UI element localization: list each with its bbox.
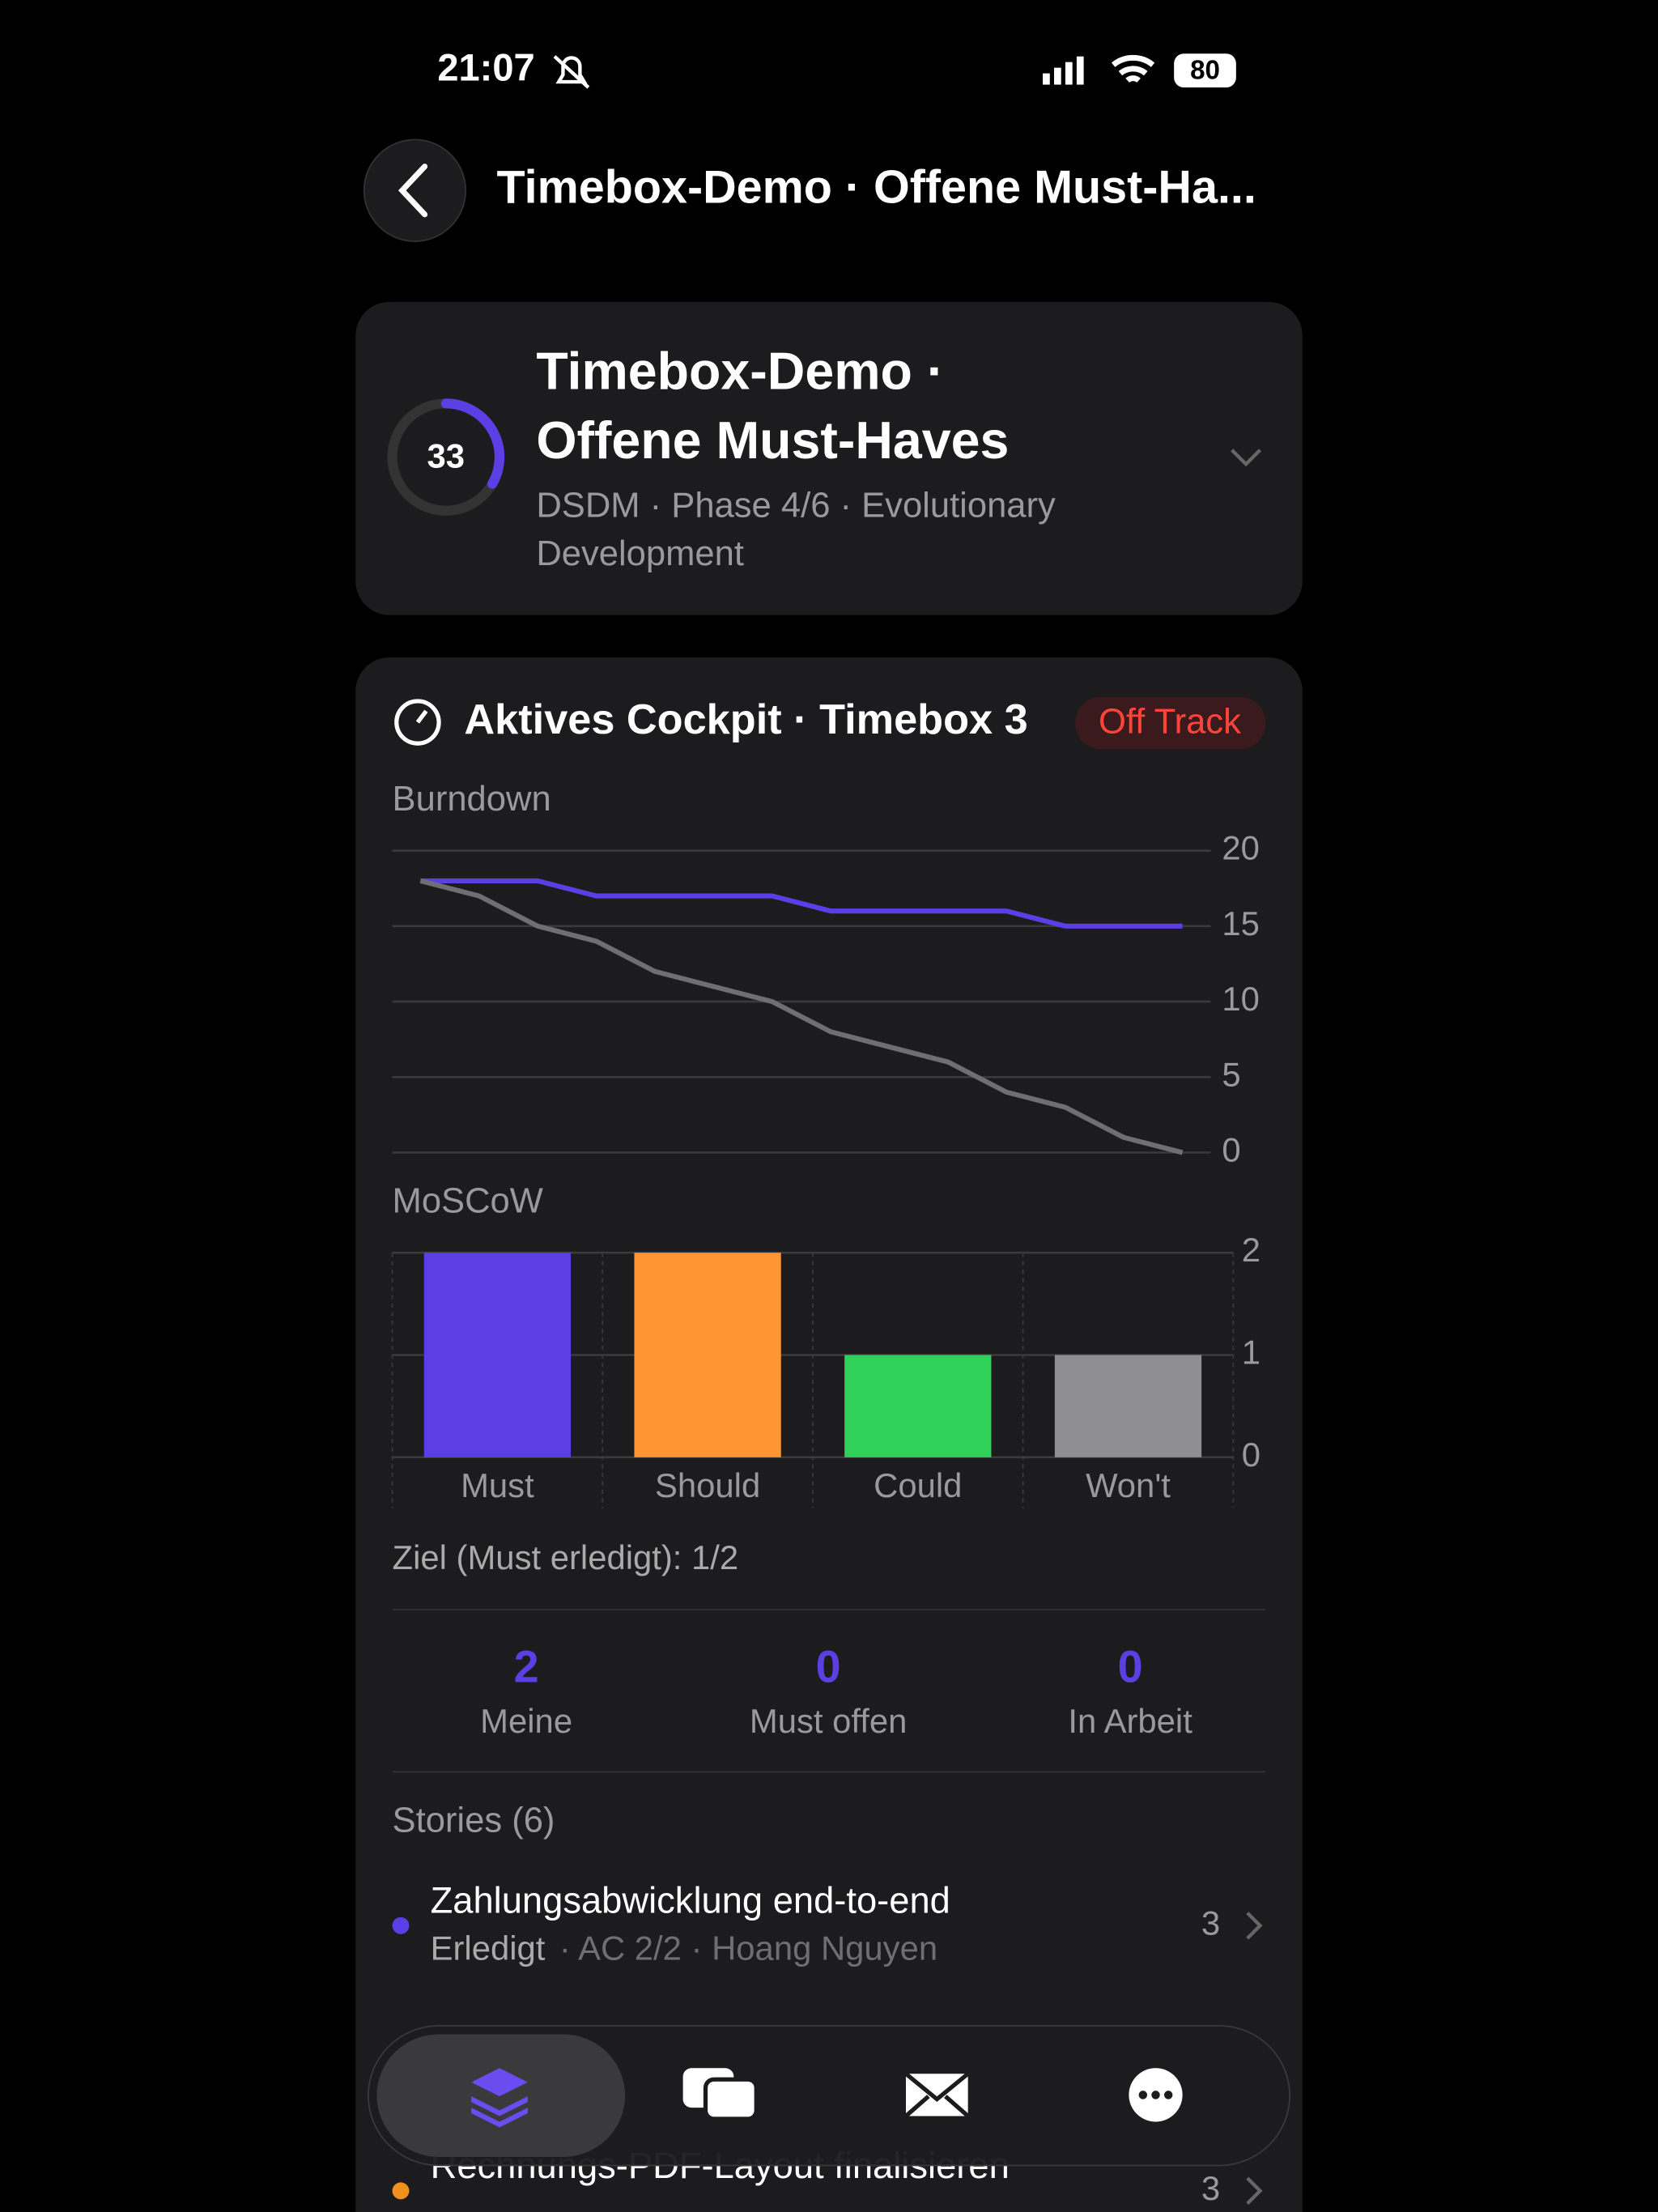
story-meta: · AC 2/2 · Hoang Nguyen bbox=[559, 1929, 937, 1967]
time: 21:07 bbox=[437, 46, 534, 89]
status-badge bbox=[1075, 696, 1266, 750]
story-title: Zahlungsabwicklung end-to-end bbox=[431, 1879, 950, 1921]
stat-label: In Arbeit bbox=[1068, 1702, 1192, 1740]
y-tick-label: 1 bbox=[1242, 1334, 1261, 1372]
project-title: Offene Must-Haves bbox=[536, 411, 1009, 470]
back-icon bbox=[397, 164, 428, 218]
bar bbox=[423, 1253, 572, 1457]
gauge-needle bbox=[415, 709, 428, 724]
chart-title: Burndown bbox=[393, 780, 551, 819]
x-tick-label: Must bbox=[461, 1466, 534, 1504]
story-chevron bbox=[1246, 1912, 1263, 1940]
chart-title: MoSCoW bbox=[393, 1182, 543, 1221]
stat-value: 0 bbox=[816, 1642, 841, 1692]
stats: 2 Meine 0 Must offen 0 In Arbeit bbox=[480, 1642, 1192, 1741]
mute-icon bbox=[553, 55, 590, 89]
tab-chat-icon[interactable] bbox=[682, 2068, 759, 2121]
y-tick-label: 10 bbox=[1222, 980, 1260, 1018]
header-title: Timebox-Demo · Offene Must-Ha... bbox=[497, 161, 1256, 213]
story-points: 3 bbox=[1201, 1904, 1220, 1942]
stat-label: Meine bbox=[480, 1702, 572, 1740]
line-series bbox=[420, 878, 1183, 929]
stat-value: 0 bbox=[1118, 1642, 1143, 1692]
x-tick-label: Could bbox=[874, 1466, 962, 1504]
y-tick-label: 2 bbox=[1242, 1231, 1261, 1269]
wifi-icon bbox=[1111, 54, 1155, 83]
line-series bbox=[419, 878, 1184, 1155]
signal-icon bbox=[1043, 56, 1084, 85]
cockpit-card bbox=[355, 657, 1303, 2212]
bar bbox=[634, 1253, 781, 1457]
y-tick-label: 15 bbox=[1222, 904, 1260, 942]
project-title: Timebox-Demo · bbox=[536, 342, 944, 401]
score: 33 bbox=[427, 436, 466, 474]
x-tick-label: Won't bbox=[1086, 1466, 1171, 1504]
story-dot bbox=[392, 2182, 410, 2200]
y-tick-label: 20 bbox=[1222, 829, 1260, 867]
y-tick-label: 0 bbox=[1242, 1436, 1261, 1474]
goal: Ziel (Must erledigt): 1/2 bbox=[393, 1538, 739, 1576]
more-dots bbox=[1138, 2091, 1173, 2099]
x-tick-label: Should bbox=[655, 1466, 760, 1504]
stat-value: 2 bbox=[514, 1642, 539, 1692]
story-dot bbox=[392, 1916, 410, 1934]
story-status: Erledigt bbox=[431, 1929, 546, 1967]
bar bbox=[1054, 1355, 1202, 1457]
cockpit-title: Aktives Cockpit · Timebox 3 bbox=[464, 696, 1027, 743]
expand-icon[interactable] bbox=[1231, 449, 1262, 467]
project-subtitle: DSDM · Phase 4/6 · Evolutionary bbox=[536, 487, 1056, 525]
back-button[interactable] bbox=[363, 138, 467, 242]
battery bbox=[1174, 53, 1236, 88]
project-card[interactable] bbox=[355, 301, 1303, 615]
tab-mail-icon[interactable] bbox=[904, 2072, 970, 2118]
charts: 0 5 10 15 20 0 1 2 Must Should Could Won't bbox=[391, 829, 1261, 1508]
bar bbox=[844, 1355, 992, 1457]
y-tick-label: 5 bbox=[1222, 1055, 1240, 1093]
battery-level: 80 bbox=[1190, 56, 1220, 86]
gauge-icon bbox=[394, 699, 441, 746]
story-chevron bbox=[1246, 2176, 1263, 2206]
stories-title: Stories (6) bbox=[393, 1802, 555, 1840]
project-subtitle: Development bbox=[536, 534, 744, 573]
y-tick-label: 0 bbox=[1222, 1131, 1240, 1169]
stat-label: Must offen bbox=[750, 1702, 908, 1740]
status-text: Off Track bbox=[1099, 702, 1241, 741]
story-points: 3 bbox=[1201, 2169, 1220, 2207]
score-arc bbox=[440, 398, 505, 489]
